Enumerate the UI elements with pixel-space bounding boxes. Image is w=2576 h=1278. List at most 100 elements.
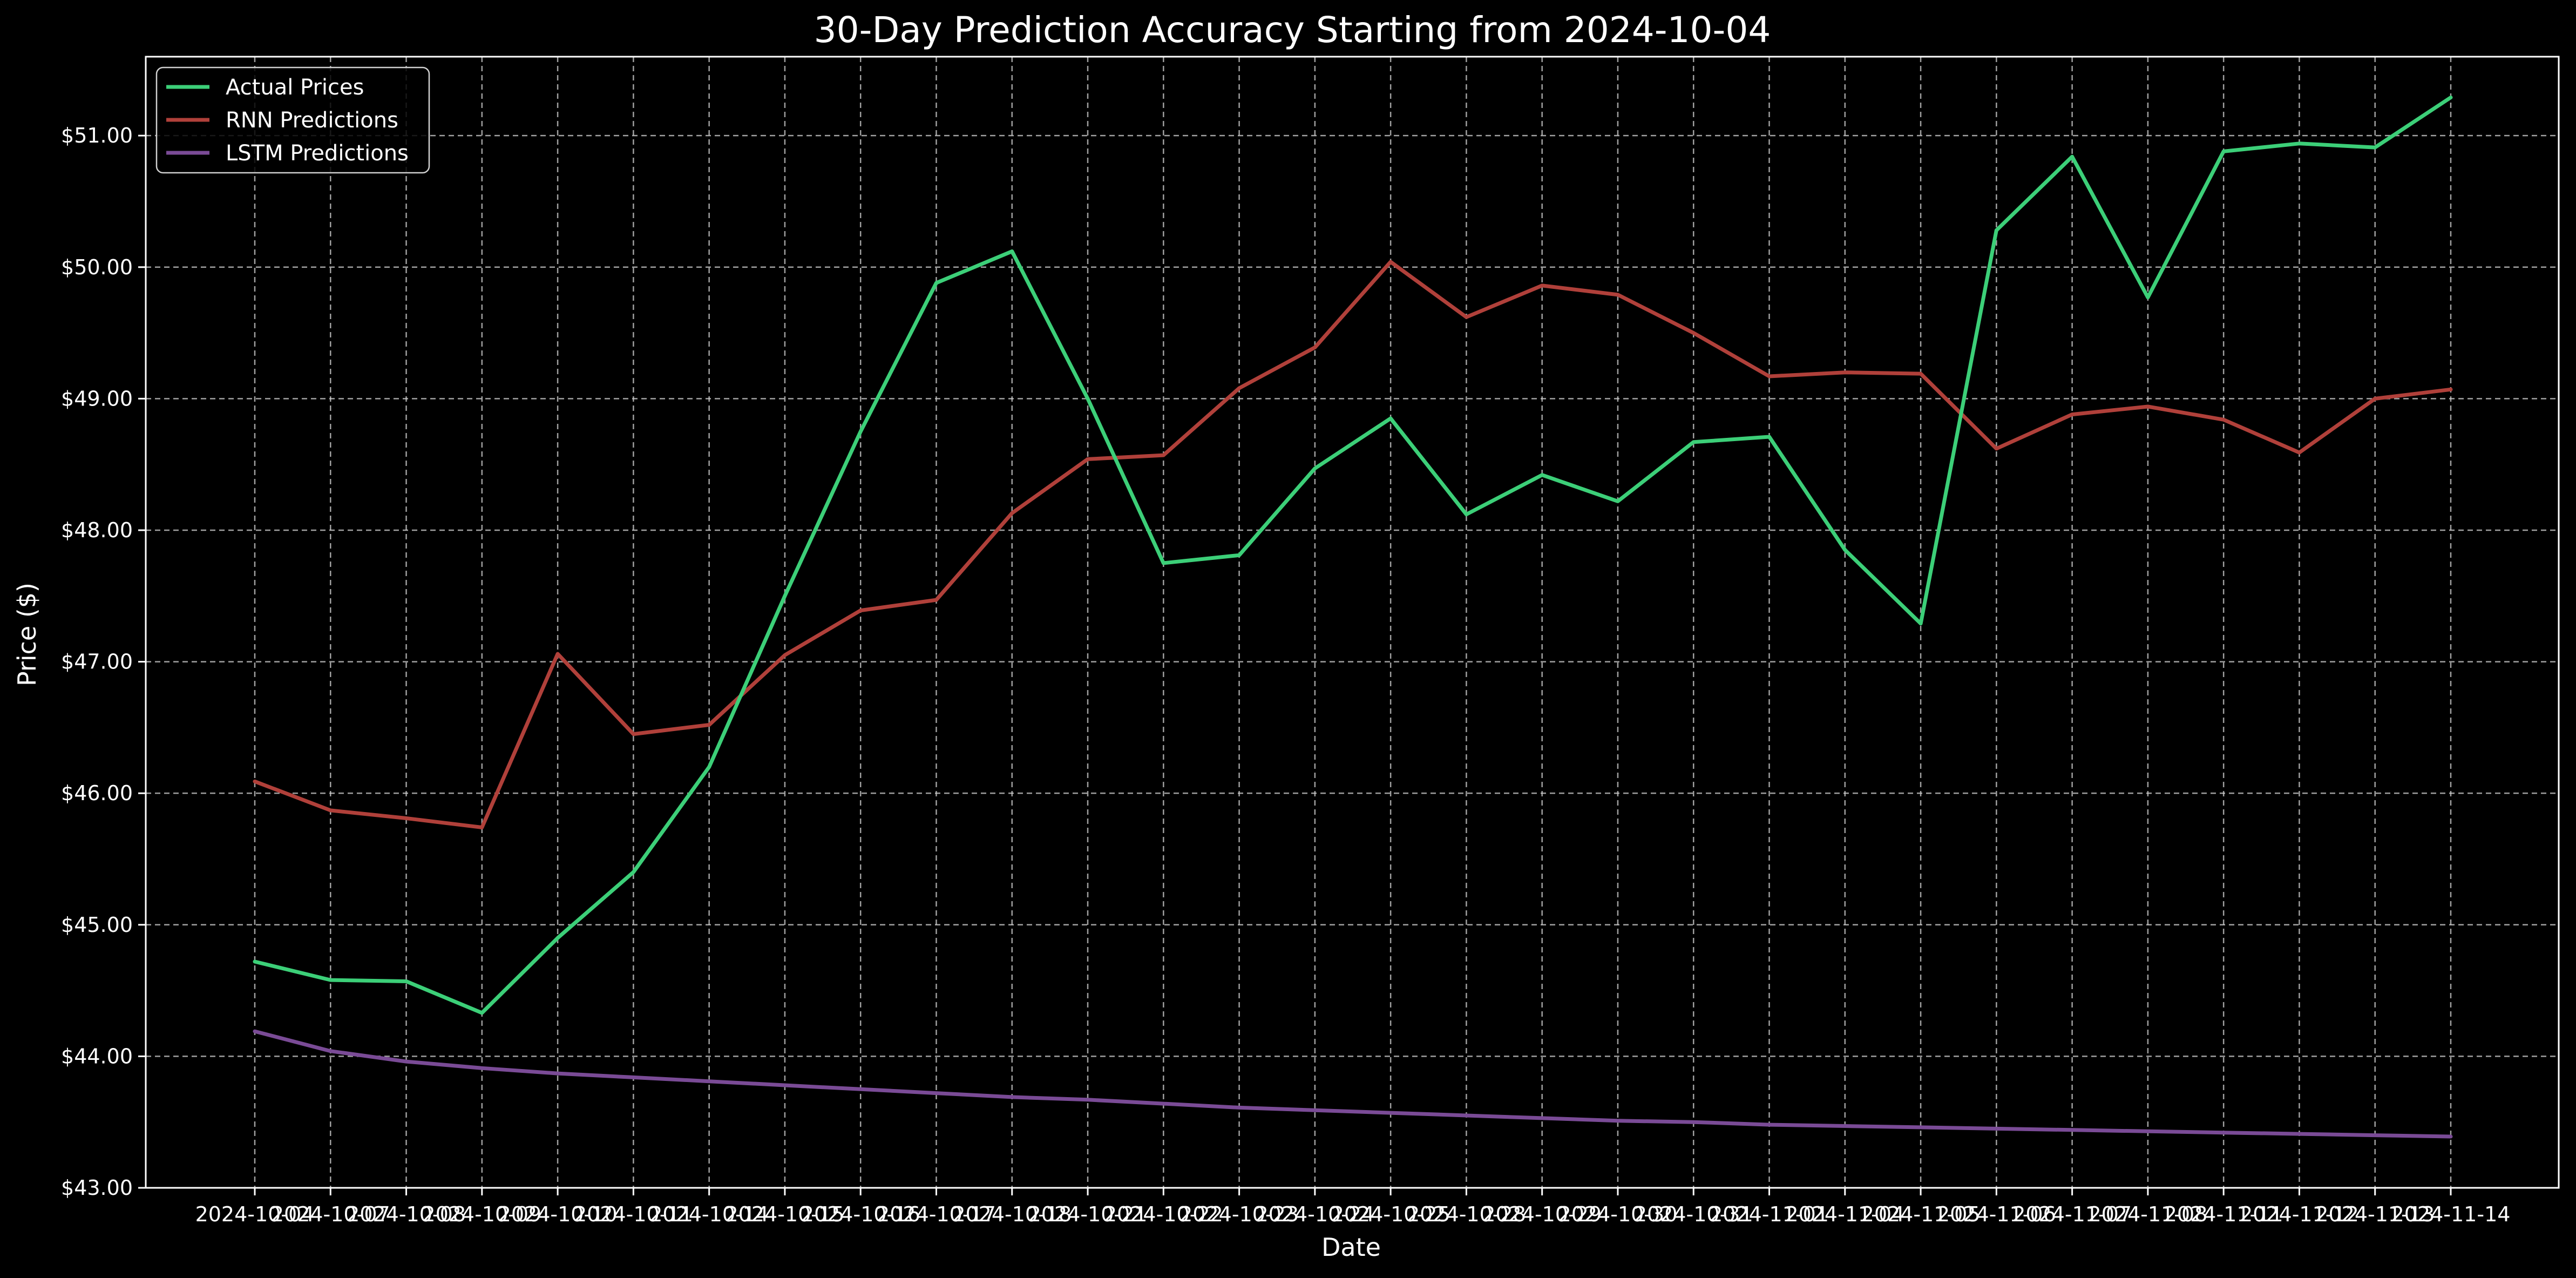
legend-box	[155, 66, 430, 174]
data-point-rnn-predictions	[632, 733, 635, 736]
data-point-rnn-predictions	[2071, 413, 2074, 416]
data-point-rnn-predictions	[2297, 451, 2301, 454]
data-point-lstm-predictions	[2449, 1135, 2452, 1138]
data-point-actual-prices	[1843, 549, 1847, 552]
y-tick-label: $43.00	[61, 1176, 133, 1200]
data-point-actual-prices	[1465, 513, 1468, 516]
data-point-rnn-predictions	[2146, 405, 2150, 408]
data-point-actual-prices	[329, 978, 332, 982]
data-point-actual-prices	[708, 765, 711, 768]
data-point-lstm-predictions	[1313, 1108, 1317, 1112]
series-line-actual-prices	[253, 96, 2453, 1015]
data-point-rnn-predictions	[405, 816, 408, 820]
series-lines	[253, 96, 2453, 1139]
data-point-lstm-predictions	[2071, 1128, 2074, 1132]
data-point-actual-prices	[2374, 146, 2377, 149]
data-point-lstm-predictions	[1238, 1106, 1241, 1109]
data-point-actual-prices	[2071, 155, 2074, 158]
data-point-lstm-predictions	[1692, 1120, 1695, 1124]
data-point-rnn-predictions	[1086, 457, 1089, 461]
data-point-lstm-predictions	[934, 1092, 938, 1095]
data-point-rnn-predictions	[556, 652, 559, 655]
data-point-lstm-predictions	[480, 1066, 484, 1070]
x-tick-label: 2024-10-14	[649, 1202, 769, 1226]
data-point-rnn-predictions	[480, 826, 484, 829]
data-point-actual-prices	[1995, 229, 1998, 232]
x-tick-label: 2024-10-31	[1634, 1202, 1753, 1226]
chart-title: 30-Day Prediction Accuracy Starting from…	[814, 9, 1771, 51]
data-point-rnn-predictions	[1162, 454, 1165, 457]
y-tick-label: $50.00	[61, 255, 133, 279]
axes: 2024-10-042024-10-072024-10-082024-10-09…	[61, 124, 2510, 1226]
data-point-rnn-predictions	[1919, 372, 1922, 375]
x-tick-label: 2024-10-25	[1331, 1202, 1450, 1226]
data-point-lstm-predictions	[253, 1030, 256, 1033]
data-point-actual-prices	[1541, 474, 1544, 477]
data-point-rnn-predictions	[253, 780, 256, 783]
legend: Actual Prices RNN Predictions LSTM Predict…	[155, 66, 430, 174]
x-tick-label: 2024-10-22	[1104, 1202, 1223, 1226]
data-point-lstm-predictions	[1768, 1123, 1771, 1126]
data-point-actual-prices	[859, 430, 862, 433]
x-tick-label: 2024-11-12	[2240, 1202, 2359, 1226]
data-point-rnn-predictions	[1843, 371, 1847, 374]
data-point-rnn-predictions	[1389, 260, 1392, 263]
data-point-actual-prices	[2146, 296, 2150, 299]
y-tick-label: $45.00	[61, 913, 133, 937]
x-tick-label: 2024-10-07	[271, 1202, 390, 1226]
x-tick-label: 2024-11-06	[1937, 1202, 2056, 1226]
x-tick-label: 2024-10-30	[1558, 1202, 1678, 1226]
data-point-actual-prices	[1919, 622, 1922, 625]
data-point-rnn-predictions	[1768, 375, 1771, 378]
x-tick-label: 2024-10-04	[195, 1202, 315, 1226]
legend-label: RNN Predictions	[226, 108, 398, 133]
y-tick-label: $46.00	[61, 781, 133, 805]
data-point-lstm-predictions	[859, 1087, 862, 1091]
data-point-lstm-predictions	[556, 1072, 559, 1075]
data-point-actual-prices	[632, 870, 635, 874]
data-point-actual-prices	[1238, 553, 1241, 557]
data-point-lstm-predictions	[783, 1084, 787, 1087]
data-point-lstm-predictions	[405, 1060, 408, 1063]
data-point-actual-prices	[934, 281, 938, 285]
plot-frame	[145, 56, 2560, 1189]
data-point-rnn-predictions	[329, 809, 332, 812]
data-point-rnn-predictions	[2374, 397, 2377, 400]
x-tick-label: 2024-11-07	[2012, 1202, 2132, 1226]
x-tick-label: 2024-10-08	[347, 1202, 466, 1226]
x-tick-label: 2024-10-24	[1255, 1202, 1374, 1226]
x-tick-label: 2024-10-11	[574, 1202, 693, 1226]
data-point-actual-prices	[1162, 562, 1165, 565]
x-tick-label: 2024-10-10	[498, 1202, 618, 1226]
data-point-rnn-predictions	[1313, 346, 1317, 349]
data-point-lstm-predictions	[1011, 1096, 1014, 1099]
data-point-actual-prices	[480, 1011, 484, 1015]
data-point-rnn-predictions	[1238, 387, 1241, 390]
x-tick-label: 2024-11-01	[1710, 1202, 1829, 1226]
data-point-actual-prices	[1389, 417, 1392, 420]
data-point-actual-prices	[1011, 250, 1014, 253]
data-point-lstm-predictions	[2222, 1131, 2225, 1134]
data-point-actual-prices	[2449, 96, 2452, 99]
legend-label: Actual Prices	[226, 75, 364, 100]
grid	[146, 57, 2559, 1189]
x-tick-label: 2024-11-04	[1785, 1202, 1904, 1226]
series-line-rnn-predictions	[253, 260, 2453, 829]
data-point-lstm-predictions	[329, 1050, 332, 1053]
data-point-lstm-predictions	[1616, 1119, 1619, 1123]
data-point-rnn-predictions	[934, 598, 938, 601]
data-point-actual-prices	[1692, 441, 1695, 444]
data-point-lstm-predictions	[632, 1076, 635, 1079]
data-point-lstm-predictions	[2297, 1132, 2301, 1135]
x-tick-label: 2024-11-13	[2315, 1202, 2435, 1226]
data-point-actual-prices	[1616, 499, 1619, 503]
data-point-actual-prices	[1313, 466, 1317, 470]
x-tick-label: 2024-10-29	[1482, 1202, 1602, 1226]
data-point-rnn-predictions	[1995, 447, 1998, 450]
data-point-rnn-predictions	[2222, 418, 2225, 421]
data-point-lstm-predictions	[1843, 1125, 1847, 1128]
y-tick-label: $44.00	[61, 1044, 133, 1068]
data-point-rnn-predictions	[2449, 388, 2452, 391]
y-tick-label: $47.00	[61, 650, 133, 674]
y-tick-label: $49.00	[61, 387, 133, 410]
